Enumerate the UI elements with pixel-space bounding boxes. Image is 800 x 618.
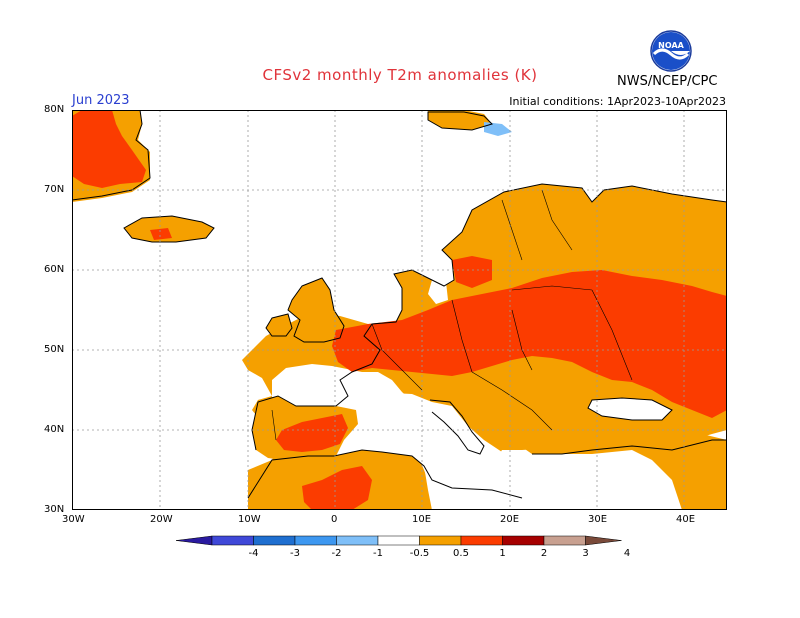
map-title: CFSv2 monthly T2m anomalies (K) [262, 66, 538, 84]
legend-label: 4 [624, 548, 630, 559]
border-balkans [471, 371, 553, 431]
greenland-red [72, 110, 146, 188]
lon-label-10e: 10E [412, 514, 432, 525]
legend-label: 1 [499, 548, 505, 559]
legend-label: -2 [332, 548, 342, 559]
mediterranean-white [362, 392, 682, 510]
legend-label: -3 [290, 548, 300, 559]
lon-label-10w: 10W [238, 514, 261, 525]
legend-label: -1 [373, 548, 383, 559]
logo-text: NOAA [658, 41, 684, 50]
border-fr-de [371, 323, 423, 391]
iceland-red [150, 228, 172, 240]
lat-label-40n: 40N [44, 424, 65, 435]
lon-label-40e: 40E [676, 514, 696, 525]
legend-swatch [419, 535, 462, 546]
anomaly-light-blue-region [484, 122, 512, 136]
legend-label: -4 [249, 548, 259, 559]
lon-label-20w: 20W [150, 514, 173, 525]
legend-swatch [211, 535, 254, 546]
map-frame [72, 110, 727, 510]
legend-arrow-right [585, 535, 622, 546]
legend-label: 2 [541, 548, 547, 559]
legend-arrow-left [175, 535, 213, 546]
iceland-orange [124, 216, 214, 242]
country-borders [271, 189, 633, 441]
lon-label-30w: 30W [62, 514, 85, 525]
legend-label: 3 [582, 548, 588, 559]
north-africa-red [302, 466, 372, 510]
black-sea-white [588, 398, 672, 420]
initial-conditions: Initial conditions: 1Apr2023-10Apr2023 [509, 95, 726, 108]
legend-swatch [377, 535, 420, 546]
legend-swatch [336, 535, 379, 546]
anomaly-red-regions [72, 110, 727, 510]
lat-label-30n: 30N [44, 504, 65, 515]
turkey-coast [532, 439, 727, 455]
turkey-orange [512, 428, 727, 510]
border-ua-ru [591, 289, 633, 381]
border-de-pl [451, 299, 473, 373]
north-africa-coast [247, 449, 523, 499]
forecast-month: Jun 2023 [72, 93, 130, 108]
svalbard-orange [428, 110, 492, 130]
ireland-coast [265, 313, 293, 337]
lat-label-50n: 50N [44, 344, 65, 355]
central-europe-red [332, 270, 727, 418]
border-scandinavia [501, 199, 523, 261]
agency-label: NWS/NCEP/CPC [617, 74, 718, 89]
near-normal-regions [362, 280, 682, 510]
border-baltics [511, 285, 593, 291]
border-spain-portugal [271, 409, 277, 441]
uk-coast [287, 277, 345, 343]
legend-swatch [460, 535, 503, 546]
legend-label: 0.5 [453, 548, 469, 559]
italy-coast [429, 399, 485, 455]
ireland-orange [266, 314, 292, 336]
europe-coast [251, 183, 727, 451]
legend-swatch [294, 535, 337, 546]
lat-label-70n: 70N [44, 184, 65, 195]
legend-swatch [502, 535, 545, 546]
coastlines [72, 110, 727, 499]
anomaly-map [72, 110, 727, 510]
russia-red-south [682, 346, 727, 410]
grid-lines [72, 110, 727, 510]
lat-label-80n: 80N [44, 104, 65, 115]
legend-swatch [543, 535, 586, 546]
iceland-coast [123, 215, 215, 243]
legend-swatch [253, 535, 296, 546]
lon-label-20e: 20E [500, 514, 520, 525]
uk-orange [288, 278, 344, 342]
greenland-coast [72, 110, 151, 201]
border-finland [541, 189, 573, 251]
noaa-logo-icon: NOAA [650, 30, 692, 72]
svalbard-coast [427, 111, 493, 131]
black-sea-coast [587, 397, 673, 421]
lon-label-0: 0 [331, 514, 338, 525]
lat-label-60n: 60N [44, 264, 65, 275]
iberia-red [276, 414, 348, 452]
legend-label: -0.5 [410, 548, 430, 559]
lon-label-30e: 30E [588, 514, 608, 525]
baltic-red [452, 256, 492, 288]
